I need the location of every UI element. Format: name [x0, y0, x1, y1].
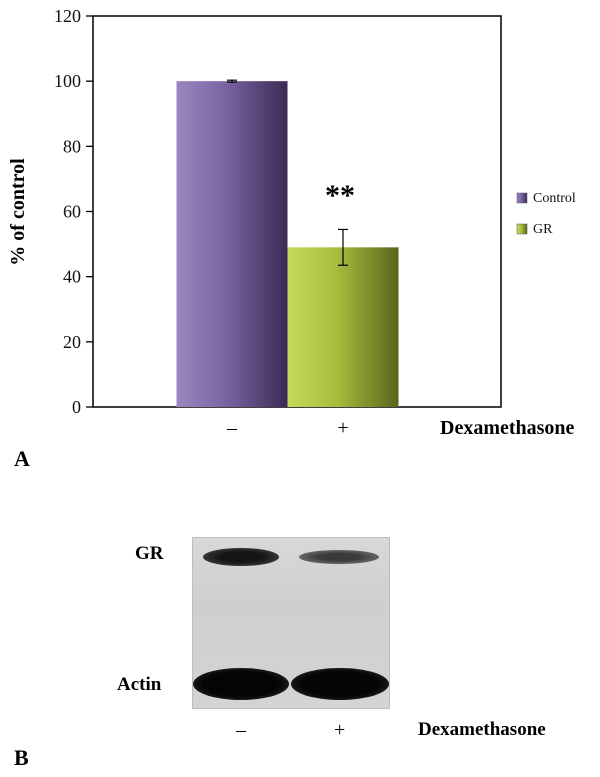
- blot-band-label-gr: GR: [135, 543, 164, 564]
- y-tick-label: 120: [54, 6, 81, 26]
- y-tick-label: 60: [63, 202, 81, 222]
- x-tick-label: +: [337, 417, 348, 439]
- bar-control: [176, 81, 288, 408]
- gr-band-lane-1: [203, 548, 279, 566]
- legend-label-gr: GR: [533, 222, 553, 237]
- blot-treatment-label: Dexamethasone: [418, 719, 546, 740]
- y-tick-label: 40: [63, 267, 81, 287]
- legend-swatch-gr: [516, 223, 528, 235]
- x-tick-label: –: [226, 417, 238, 439]
- legend-label-control: Control: [533, 191, 576, 206]
- panel-a-label: A: [14, 446, 30, 471]
- y-tick-label: 20: [63, 332, 81, 352]
- bar-gr: [287, 247, 399, 407]
- significance-annotation: **: [325, 179, 355, 212]
- actin-band-lane-1: [193, 668, 289, 700]
- panel-b-label: B: [14, 745, 29, 770]
- legend: Control GR: [516, 191, 576, 237]
- western-blot-image: [192, 537, 390, 709]
- y-tick-label: 80: [63, 136, 81, 156]
- blot-lane-label-minus: –: [236, 719, 246, 741]
- legend-swatch-control: [516, 192, 528, 204]
- blot-lane-label-plus: +: [334, 719, 346, 741]
- x-axis: – +: [226, 417, 349, 439]
- actin-band-lane-2: [291, 668, 389, 700]
- y-axis: 0 20 40 60 80 100 120: [54, 6, 93, 417]
- y-tick-label: 100: [54, 71, 81, 91]
- x-axis-title: Dexamethasone: [440, 417, 575, 439]
- bars: **: [176, 79, 399, 408]
- gr-band-lane-2: [299, 550, 379, 564]
- blot-band-label-actin: Actin: [117, 674, 162, 695]
- y-tick-label: 0: [72, 397, 81, 417]
- y-axis-title: % of control: [7, 158, 29, 266]
